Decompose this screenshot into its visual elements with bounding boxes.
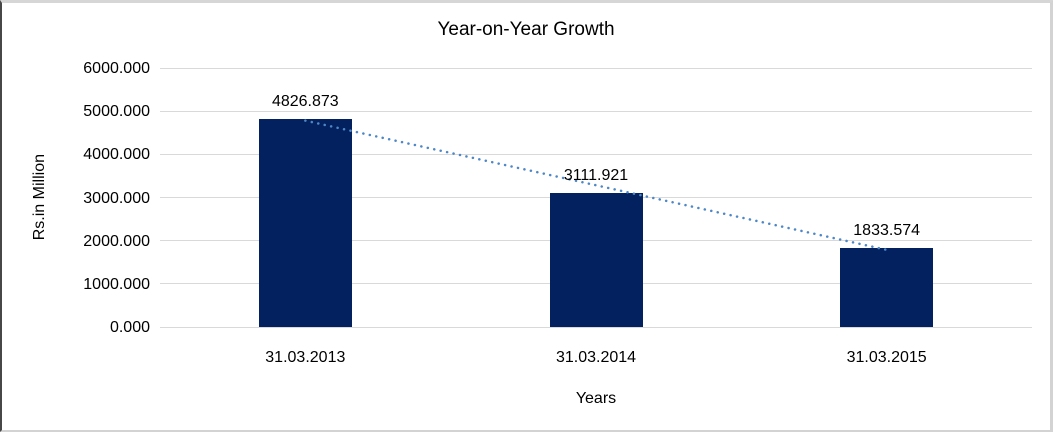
bar-data-label: 3111.921 [563,166,629,184]
gridline [160,110,1032,112]
x-axis-title: Years [575,390,617,407]
y-axis-title: Rs.in Million [31,154,48,241]
y-axis-title-box: Rs.in Million [28,68,52,327]
x-tick-label: 31.03.2015 [846,349,927,366]
plot-area: 4826.873 3111.921 1833.574 [160,67,1032,328]
bar [258,118,352,327]
chart-title: Year-on-Year Growth [437,19,615,40]
bar-data-label: 4826.873 [271,92,339,110]
y-tick-label: 6000.000 [83,60,150,77]
y-tick-label: 0.000 [109,319,150,336]
bar [840,247,934,327]
y-tick-label: 3000.000 [83,189,150,207]
gridline [160,326,1032,328]
gridline [160,67,1032,69]
y-tick-label: 5000.000 [83,103,150,121]
y-tick-label: 1000.000 [83,275,150,293]
bar-data-label: 1833.574 [853,221,921,239]
bar [549,192,643,327]
y-tick-label: 4000.000 [83,146,150,164]
x-tick-label: 31.03.2013 [265,349,346,366]
y-tick-label: 2000.000 [83,232,150,250]
x-tick-label: 31.03.2014 [555,349,637,366]
